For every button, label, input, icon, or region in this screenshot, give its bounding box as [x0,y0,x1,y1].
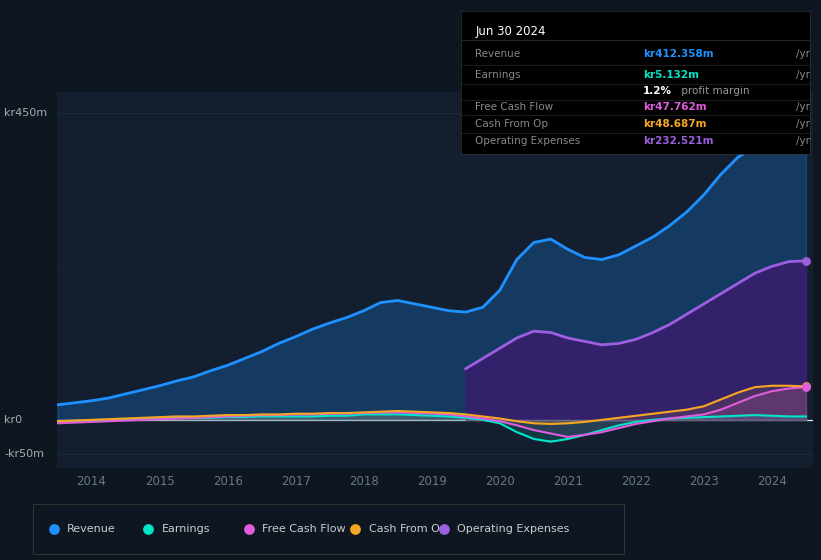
Text: Operating Expenses: Operating Expenses [457,524,570,534]
Text: -kr50m: -kr50m [4,449,44,459]
Text: /yr: /yr [796,71,810,81]
Point [800,134,813,143]
Text: /yr: /yr [796,102,810,112]
Point [437,525,450,534]
Text: Jun 30 2024: Jun 30 2024 [475,26,546,39]
Text: Operating Expenses: Operating Expenses [475,136,580,146]
Point [141,525,154,534]
Point [800,382,813,391]
Text: Earnings: Earnings [475,71,521,81]
Point [348,525,361,534]
Text: Earnings: Earnings [162,524,210,534]
Point [47,525,60,534]
Text: kr47.762m: kr47.762m [643,102,706,112]
Text: kr5.132m: kr5.132m [643,71,699,81]
Text: kr412.358m: kr412.358m [643,49,713,59]
Text: kr0: kr0 [4,415,22,425]
Text: Free Cash Flow: Free Cash Flow [475,102,553,112]
Point [242,525,255,534]
Text: kr48.687m: kr48.687m [643,119,706,129]
Text: /yr: /yr [796,136,810,146]
Text: kr232.521m: kr232.521m [643,136,713,146]
Text: profit margin: profit margin [678,86,750,96]
Text: Revenue: Revenue [475,49,521,59]
Text: Cash From Op: Cash From Op [369,524,447,534]
Text: kr450m: kr450m [4,108,48,118]
Text: Revenue: Revenue [67,524,116,534]
Text: /yr: /yr [796,119,810,129]
Text: 1.2%: 1.2% [643,86,672,96]
Text: /yr: /yr [796,49,810,59]
Text: Cash From Op: Cash From Op [475,119,548,129]
Text: Free Cash Flow: Free Cash Flow [262,524,346,534]
Point [800,382,813,391]
Point [800,256,813,265]
